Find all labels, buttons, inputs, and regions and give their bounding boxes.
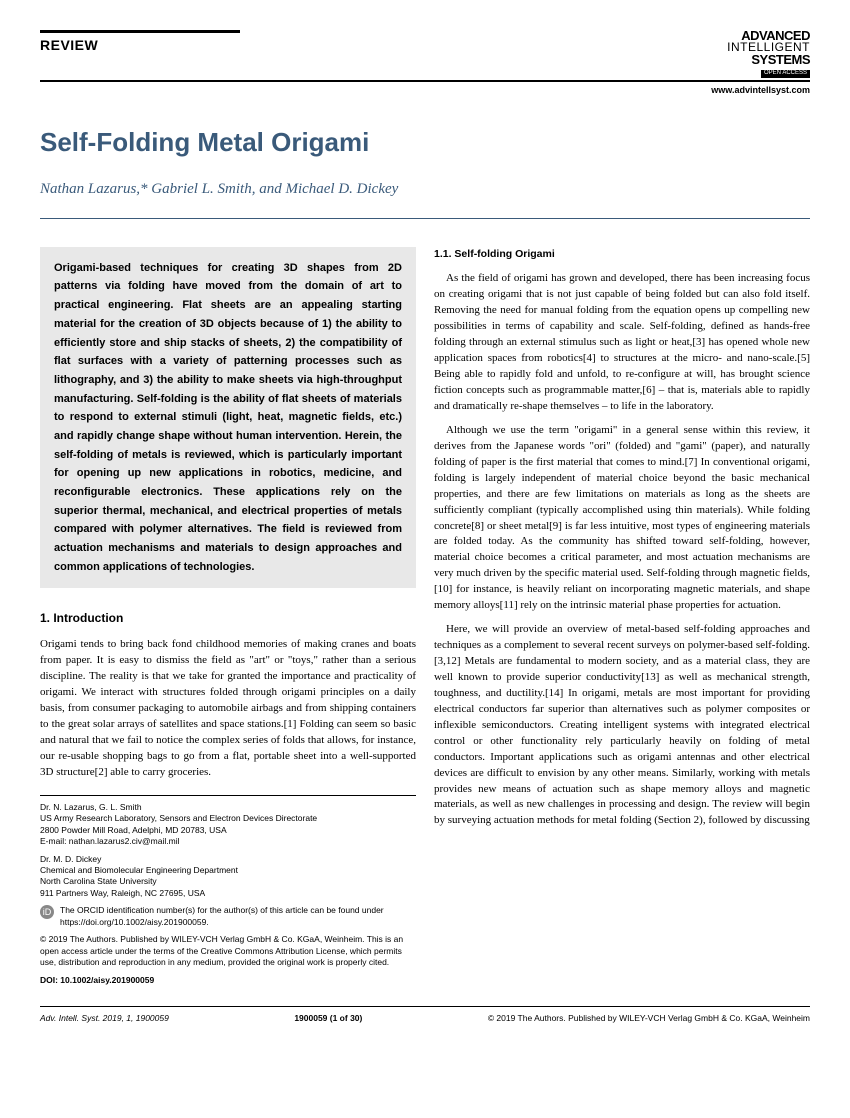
affil-1-line2: 2800 Powder Mill Road, Adelphi, MD 20783… bbox=[40, 825, 416, 836]
two-column-body: Origami-based techniques for creating 3D… bbox=[40, 247, 810, 986]
affiliation-2: Dr. M. D. Dickey Chemical and Biomolecul… bbox=[40, 854, 416, 900]
subsection-1-1-para1: As the field of origami has grown and de… bbox=[434, 271, 810, 414]
affil-2-names: Dr. M. D. Dickey bbox=[40, 854, 416, 865]
intro-paragraph-1: Origami tends to bring back fond childho… bbox=[40, 637, 416, 780]
journal-url: www.advintellsyst.com bbox=[40, 84, 810, 97]
subsection-1-1-para3: Here, we will provide an overview of met… bbox=[434, 622, 810, 829]
open-access-badge: OPEN ACCESS bbox=[761, 70, 810, 78]
page-footer: Adv. Intell. Syst. 2019, 1, 1900059 1900… bbox=[40, 1006, 810, 1025]
subsection-1-1-heading: 1.1. Self-folding Origami bbox=[434, 247, 810, 262]
footer-page-number: 1900059 (1 of 30) bbox=[294, 1013, 362, 1025]
footer-citation: Adv. Intell. Syst. 2019, 1, 1900059 bbox=[40, 1013, 169, 1025]
abstract: Origami-based techniques for creating 3D… bbox=[40, 247, 416, 589]
left-column: Origami-based techniques for creating 3D… bbox=[40, 247, 416, 986]
subsection-1-1-para2: Although we use the term "origami" in a … bbox=[434, 423, 810, 614]
orcid-icon: iD bbox=[40, 905, 54, 919]
page-header: REVIEW ADVANCED INTELLIGENT SYSTEMS OPEN… bbox=[40, 30, 810, 82]
affiliation-1: Dr. N. Lazarus, G. L. Smith US Army Rese… bbox=[40, 802, 416, 848]
affil-1-email: E-mail: nathan.lazarus2.civ@mail.mil bbox=[40, 836, 416, 847]
journal-logo: ADVANCED INTELLIGENT SYSTEMS OPEN ACCESS bbox=[727, 30, 810, 78]
affil-1-line1: US Army Research Laboratory, Sensors and… bbox=[40, 813, 416, 824]
right-column: 1.1. Self-folding Origami As the field o… bbox=[434, 247, 810, 986]
section-1-heading: 1. Introduction bbox=[40, 610, 416, 627]
footer-copyright: © 2019 The Authors. Published by WILEY-V… bbox=[488, 1013, 810, 1025]
logo-line-3: SYSTEMS bbox=[727, 54, 810, 66]
affil-2-line2: North Carolina State University bbox=[40, 876, 416, 887]
affil-2-line3: 911 Partners Way, Raleigh, NC 27695, USA bbox=[40, 888, 416, 899]
author-list: Nathan Lazarus,* Gabriel L. Smith, and M… bbox=[40, 179, 810, 219]
orcid-row: iD The ORCID identification number(s) fo… bbox=[40, 905, 416, 928]
article-title: Self-Folding Metal Origami bbox=[40, 124, 810, 160]
article-type-label: REVIEW bbox=[40, 30, 240, 56]
affil-2-line1: Chemical and Biomolecular Engineering De… bbox=[40, 865, 416, 876]
affil-1-names: Dr. N. Lazarus, G. L. Smith bbox=[40, 802, 416, 813]
affiliations-box: Dr. N. Lazarus, G. L. Smith US Army Rese… bbox=[40, 795, 416, 987]
orcid-text: The ORCID identification number(s) for t… bbox=[60, 905, 416, 928]
copyright-text: © 2019 The Authors. Published by WILEY-V… bbox=[40, 934, 416, 968]
doi-text: DOI: 10.1002/aisy.201900059 bbox=[40, 975, 416, 986]
